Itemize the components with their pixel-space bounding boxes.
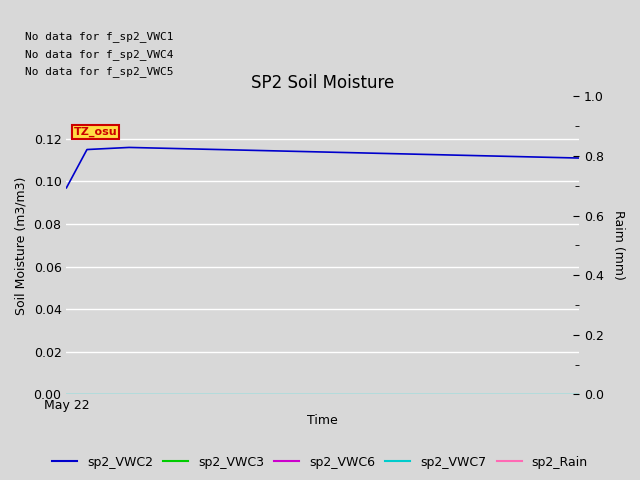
sp2_VWC2 <box>124 144 132 150</box>
sp2_VWC2 <box>307 149 315 155</box>
sp2_VWC7 <box>368 392 376 397</box>
sp2_VWC7 <box>63 392 70 397</box>
sp2_VWC2 <box>341 150 349 156</box>
X-axis label: Time: Time <box>307 414 338 427</box>
sp2_VWC7 <box>563 392 571 397</box>
Y-axis label: Soil Moisture (m3/m3): Soil Moisture (m3/m3) <box>15 176 28 314</box>
sp2_VWC7 <box>306 392 314 397</box>
Text: No data for f_sp2_VWC5: No data for f_sp2_VWC5 <box>26 67 174 77</box>
Title: SP2 Soil Moisture: SP2 Soil Moisture <box>252 74 394 92</box>
sp2_VWC7 <box>575 392 583 397</box>
Line: sp2_VWC2: sp2_VWC2 <box>67 147 579 188</box>
sp2_VWC2 <box>63 185 70 191</box>
sp2_VWC2 <box>575 155 583 161</box>
Text: No data for f_sp2_VWC1: No data for f_sp2_VWC1 <box>26 31 174 42</box>
sp2_VWC7 <box>309 392 317 397</box>
Text: TZ_osu: TZ_osu <box>74 127 118 137</box>
Text: No data for f_sp2_VWC4: No data for f_sp2_VWC4 <box>26 48 174 60</box>
sp2_VWC7 <box>483 392 491 397</box>
sp2_VWC2 <box>369 150 376 156</box>
Y-axis label: Raim (mm): Raim (mm) <box>612 210 625 280</box>
sp2_VWC7 <box>340 392 348 397</box>
sp2_VWC2 <box>310 149 318 155</box>
Legend: sp2_VWC2, sp2_VWC3, sp2_VWC6, sp2_VWC7, sp2_Rain: sp2_VWC2, sp2_VWC3, sp2_VWC6, sp2_VWC7, … <box>47 451 593 474</box>
sp2_VWC2 <box>564 155 572 161</box>
sp2_VWC2 <box>484 153 492 159</box>
